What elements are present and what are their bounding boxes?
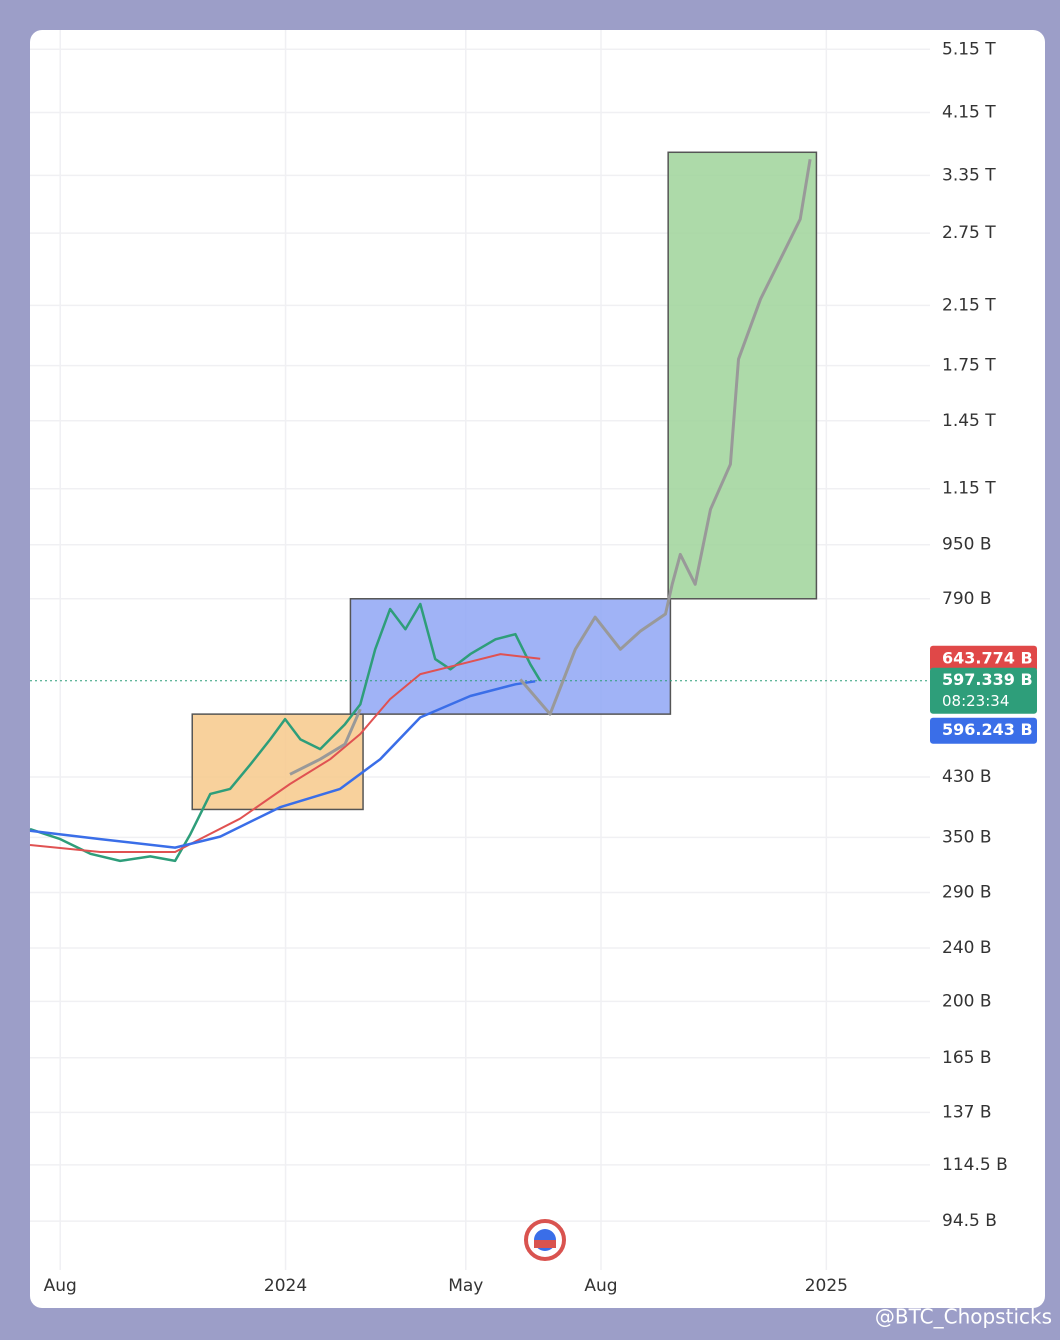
price-badge-label: 597.339 B — [942, 670, 1033, 689]
series-line — [289, 159, 812, 776]
series-line — [29, 602, 542, 863]
range-box — [349, 598, 672, 715]
y-tick-label: 5.15 T — [942, 39, 996, 59]
x-tick-label: May — [448, 1276, 483, 1296]
y-tick-label: 950 B — [942, 535, 992, 555]
price-badge — [930, 645, 1037, 672]
price-badge — [930, 667, 1037, 714]
y-tick-label: 790 B — [942, 589, 992, 609]
y-tick-label: 114.5 B — [942, 1155, 1008, 1175]
price-badge-label: 596.243 B — [942, 720, 1033, 739]
price-badge-label: 643.774 B — [942, 648, 1033, 667]
y-tick-label: 290 B — [942, 883, 992, 903]
y-tick-label: 2.15 T — [942, 295, 996, 315]
y-tick-label: 3.35 T — [942, 165, 996, 185]
y-tick-label: 165 B — [942, 1048, 992, 1068]
x-tick-label: Aug — [584, 1276, 617, 1296]
y-tick-label: 1.75 T — [942, 356, 996, 376]
y-tick-label: 94.5 B — [942, 1211, 997, 1231]
labels: 5.15 T 4.15 T 3.35 T 2.75 T 2.15 T 1.75 T 1.45… — [44, 39, 1037, 1296]
y-tick-label: 1.45 T — [942, 411, 996, 431]
y-tick-label: 200 B — [942, 991, 992, 1011]
y-tick-label: 1.15 T — [942, 479, 996, 499]
logo — [524, 1219, 566, 1261]
series-line — [29, 680, 536, 849]
credit: @BTC_Chopsticks — [875, 1305, 1052, 1329]
y-tick-label: 240 B — [942, 938, 992, 958]
range-box — [667, 151, 818, 600]
series-line — [29, 653, 541, 853]
y-tick-label: 350 B — [942, 827, 992, 847]
y-tick-label: 4.15 T — [942, 103, 996, 123]
y-tick-label: 137 B — [942, 1102, 992, 1122]
x-tick-label: Aug — [44, 1276, 77, 1296]
price-badge — [930, 717, 1037, 744]
x-tick-label: 2024 — [264, 1276, 307, 1296]
x-tick-label: 2025 — [805, 1276, 848, 1296]
y-tick-label: 2.75 T — [942, 223, 996, 243]
y-tick-label: 430 B — [942, 767, 992, 787]
countdown: 08:23:34 — [942, 692, 1009, 710]
lines — [29, 159, 930, 863]
